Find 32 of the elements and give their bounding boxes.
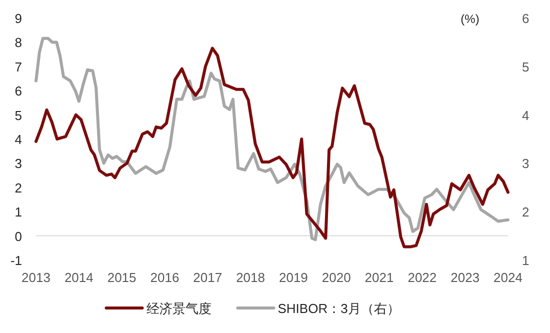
- y2-tick-label: 1: [522, 253, 530, 268]
- y-tick-label: 1: [14, 204, 22, 220]
- y2-tick-label: 5: [522, 59, 530, 74]
- y-tick-label: 2: [14, 180, 22, 196]
- legend-label: 经济景气度: [146, 301, 212, 316]
- x-tick-label: 2019: [278, 270, 308, 285]
- y-tick-label: 3: [14, 156, 22, 172]
- y2-tick-label: 6: [522, 11, 530, 26]
- x-tick-label: 2016: [150, 270, 180, 285]
- y2-axis-title: (%): [460, 12, 480, 26]
- y-tick-label: 9: [14, 11, 22, 26]
- y-tick-label: 6: [14, 84, 22, 99]
- y-tick-label: 5: [14, 108, 22, 123]
- x-tick-label: 2024: [494, 270, 522, 285]
- x-tick-label: 2015: [107, 270, 136, 285]
- x-tick-label: 2020: [322, 270, 351, 285]
- y2-tick-label: 4: [522, 108, 530, 123]
- x-tick-label: 2022: [408, 270, 437, 285]
- legend-label: SHIBOR：3月（右）: [278, 301, 400, 316]
- y2-tick-label: 2: [522, 204, 530, 220]
- x-tick-label: 2017: [193, 270, 222, 285]
- x-tick-label: 2014: [64, 270, 94, 285]
- y-tick-label: 8: [14, 35, 22, 50]
- y2-tick-label: 3: [522, 156, 530, 172]
- x-tick-label: 2023: [450, 270, 480, 285]
- y-tick-label: 0: [14, 228, 22, 244]
- y-tick-label: 4: [14, 132, 22, 147]
- y-tick-label: 7: [14, 59, 22, 74]
- x-tick-label: 2021: [364, 270, 394, 285]
- y-tick-label: -1: [10, 253, 22, 268]
- x-tick-label: 2018: [236, 270, 266, 285]
- x-tick-label: 2013: [22, 270, 50, 285]
